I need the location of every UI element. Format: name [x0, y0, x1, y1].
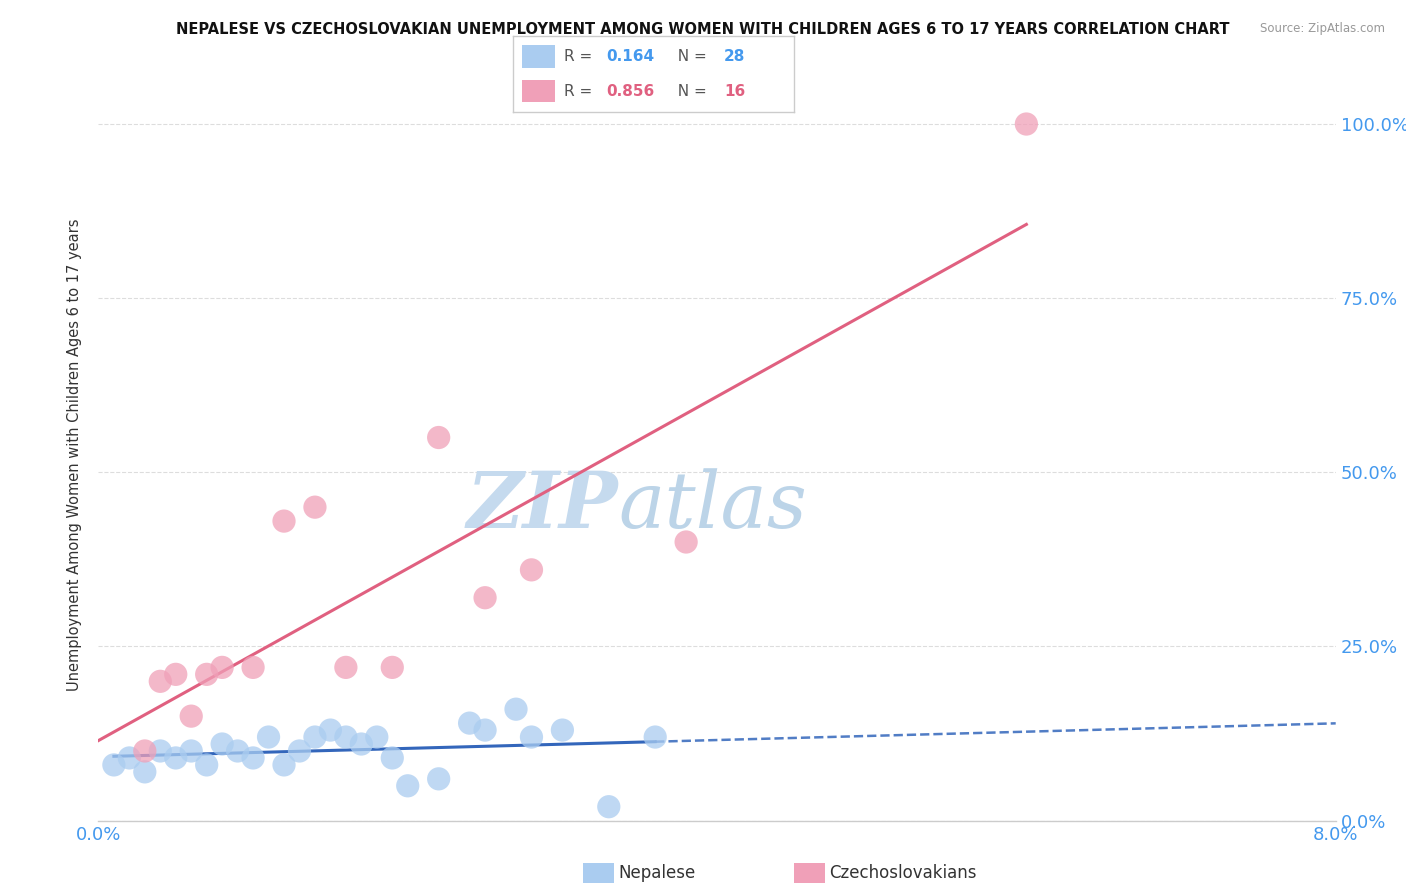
- Text: atlas: atlas: [619, 468, 807, 544]
- Text: 28: 28: [724, 49, 745, 63]
- Point: [226, 744, 249, 758]
- Point: [304, 500, 326, 515]
- Point: [118, 751, 141, 765]
- Point: [1015, 117, 1038, 131]
- Point: [675, 535, 697, 549]
- Point: [474, 723, 496, 737]
- Point: [180, 744, 202, 758]
- Y-axis label: Unemployment Among Women with Children Ages 6 to 17 years: Unemployment Among Women with Children A…: [67, 219, 83, 691]
- Point: [195, 667, 218, 681]
- Point: [257, 730, 280, 744]
- Point: [149, 744, 172, 758]
- Text: N =: N =: [668, 84, 711, 98]
- Point: [458, 716, 481, 731]
- Text: 0.164: 0.164: [606, 49, 654, 63]
- FancyBboxPatch shape: [522, 79, 555, 103]
- Text: Czechoslovakians: Czechoslovakians: [830, 864, 977, 882]
- Text: Nepalese: Nepalese: [619, 864, 696, 882]
- Point: [396, 779, 419, 793]
- Point: [273, 758, 295, 772]
- Point: [520, 563, 543, 577]
- Point: [304, 730, 326, 744]
- Point: [319, 723, 342, 737]
- Point: [335, 730, 357, 744]
- Point: [242, 751, 264, 765]
- Point: [165, 667, 187, 681]
- Point: [381, 751, 404, 765]
- Point: [505, 702, 527, 716]
- Point: [381, 660, 404, 674]
- Point: [288, 744, 311, 758]
- Point: [520, 730, 543, 744]
- Point: [644, 730, 666, 744]
- Point: [195, 758, 218, 772]
- Point: [474, 591, 496, 605]
- Point: [242, 660, 264, 674]
- Text: Source: ZipAtlas.com: Source: ZipAtlas.com: [1260, 22, 1385, 36]
- Text: 0.856: 0.856: [606, 84, 654, 98]
- Point: [273, 514, 295, 528]
- Text: N =: N =: [668, 49, 711, 63]
- Point: [134, 764, 156, 779]
- Text: ZIP: ZIP: [467, 468, 619, 544]
- Point: [149, 674, 172, 689]
- Point: [165, 751, 187, 765]
- Point: [427, 772, 450, 786]
- Point: [134, 744, 156, 758]
- Text: R =: R =: [564, 49, 598, 63]
- Point: [103, 758, 125, 772]
- Text: R =: R =: [564, 84, 598, 98]
- Point: [350, 737, 373, 751]
- FancyBboxPatch shape: [522, 45, 555, 68]
- Point: [427, 430, 450, 444]
- Point: [180, 709, 202, 723]
- Point: [598, 799, 620, 814]
- Point: [551, 723, 574, 737]
- Point: [366, 730, 388, 744]
- Text: NEPALESE VS CZECHOSLOVAKIAN UNEMPLOYMENT AMONG WOMEN WITH CHILDREN AGES 6 TO 17 : NEPALESE VS CZECHOSLOVAKIAN UNEMPLOYMENT…: [176, 22, 1230, 37]
- Point: [211, 660, 233, 674]
- Point: [335, 660, 357, 674]
- Text: 16: 16: [724, 84, 745, 98]
- Point: [211, 737, 233, 751]
